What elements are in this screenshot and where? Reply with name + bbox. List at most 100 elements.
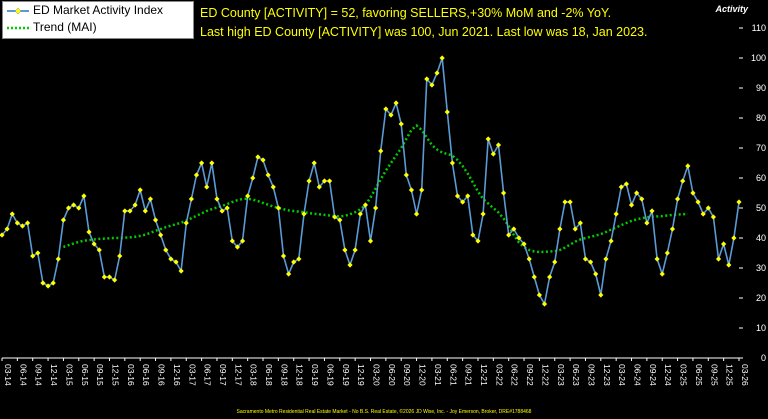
activity-point-111 — [567, 199, 573, 205]
x-tick-label-8: 03-16 — [126, 364, 136, 386]
activity-point-63 — [321, 178, 328, 184]
activity-point-61 — [311, 160, 317, 166]
x-tick-label-36: 03-23 — [556, 364, 566, 386]
x-tick-label-27: 12-20 — [418, 364, 428, 386]
activity-point-72 — [367, 238, 374, 244]
x-tick-label-37: 06-23 — [571, 364, 581, 386]
x-tick-label-44: 03-25 — [679, 364, 689, 386]
x-tick-label-12: 03-17 — [187, 364, 197, 386]
activity-point-26 — [132, 202, 138, 208]
activity-point-71 — [362, 202, 368, 208]
activity-point-84 — [429, 82, 435, 88]
x-tick-label-35: 12-22 — [540, 364, 550, 386]
x-tick-label-42: 09-24 — [648, 364, 658, 386]
activity-point-93 — [475, 238, 481, 244]
activity-point-45 — [229, 238, 235, 244]
activity-point-78 — [398, 121, 404, 127]
activity-point-40 — [204, 184, 210, 190]
activity-point-21 — [106, 274, 113, 280]
activity-point-92 — [470, 232, 476, 238]
activity-point-27 — [137, 187, 143, 193]
activity-point-22 — [111, 277, 118, 283]
x-tick-label-47: 12-25 — [725, 364, 735, 386]
activity-point-140 — [715, 256, 722, 262]
activity-point-57 — [291, 259, 297, 265]
x-tick-label-1: 06-14 — [18, 364, 28, 386]
activity-point-137 — [700, 211, 706, 217]
x-tick-label-48: 03-26 — [740, 364, 750, 386]
activity-point-117 — [598, 292, 604, 298]
activity-point-89 — [454, 193, 461, 199]
activity-point-42 — [214, 196, 220, 202]
activity-point-9 — [45, 283, 51, 289]
activity-point-130 — [664, 250, 670, 256]
activity-point-53 — [270, 184, 276, 190]
activity-point-47 — [239, 238, 246, 244]
activity-point-6 — [30, 253, 36, 259]
activity-point-77 — [393, 100, 399, 106]
activity-point-36 — [183, 220, 189, 226]
activity-point-80 — [408, 187, 415, 193]
activity-point-118 — [603, 256, 609, 262]
activity-point-70 — [357, 211, 363, 217]
activity-point-3 — [14, 220, 20, 226]
y-tick-label-0: 0 — [761, 353, 766, 363]
activity-point-10 — [50, 280, 56, 286]
x-tick-label-0: 03-14 — [3, 364, 13, 386]
activity-point-66 — [337, 217, 343, 223]
activity-point-90 — [460, 199, 466, 205]
x-tick-label-21: 06-19 — [325, 364, 335, 386]
activity-point-28 — [142, 208, 148, 214]
activity-point-121 — [618, 184, 624, 190]
x-tick-label-26: 09-20 — [402, 364, 412, 386]
x-tick-label-9: 06-16 — [141, 364, 151, 386]
x-tick-label-40: 03-24 — [617, 364, 627, 386]
x-tick-label-4: 03-15 — [64, 364, 74, 386]
x-tick-label-15: 12-17 — [233, 364, 243, 386]
activity-point-134 — [685, 163, 691, 169]
headline-line-2: Last high ED County [ACTIVITY] was 100, … — [200, 25, 648, 39]
activity-point-52 — [265, 172, 271, 178]
activity-point-14 — [71, 202, 77, 208]
activity-point-123 — [628, 202, 635, 208]
activity-point-135 — [690, 190, 696, 196]
activity-point-20 — [101, 274, 107, 280]
activity-point-56 — [286, 271, 292, 277]
activity-point-17 — [86, 229, 92, 235]
activity-point-43 — [219, 208, 225, 214]
activity-point-25 — [127, 208, 133, 214]
activity-point-1 — [4, 226, 10, 232]
y-tick-label-2: 20 — [756, 293, 766, 303]
activity-point-102 — [521, 241, 527, 247]
activity-point-126 — [644, 220, 650, 226]
activity-point-8 — [40, 280, 46, 286]
x-tick-label-24: 03-20 — [372, 364, 382, 386]
activity-point-24 — [122, 208, 128, 214]
y-tick-label-9: 90 — [756, 83, 766, 93]
activity-point-131 — [669, 226, 676, 232]
activity-point-41 — [209, 160, 215, 166]
activity-point-62 — [316, 184, 322, 190]
activity-point-132 — [674, 196, 681, 202]
activity-point-23 — [117, 253, 123, 259]
activity-point-51 — [260, 157, 266, 163]
activity-point-94 — [480, 211, 486, 217]
activity-point-81 — [413, 211, 420, 217]
activity-point-138 — [705, 205, 711, 211]
x-tick-label-13: 06-17 — [203, 364, 213, 386]
activity-point-69 — [352, 247, 358, 253]
x-tick-label-34: 09-22 — [525, 364, 535, 386]
activity-point-7 — [35, 250, 41, 256]
activity-point-139 — [710, 214, 717, 220]
x-tick-label-6: 09-15 — [95, 364, 105, 386]
activity-point-143 — [731, 235, 737, 241]
activity-point-15 — [76, 205, 82, 211]
activity-point-5 — [24, 220, 31, 226]
activity-point-116 — [593, 271, 599, 277]
legend-label-activity: ED Market Activity Index — [33, 3, 164, 17]
activity-point-12 — [60, 217, 67, 223]
activity-point-35 — [178, 268, 184, 274]
activity-point-86 — [439, 55, 445, 61]
y-axis-label: Activity — [715, 4, 748, 14]
activity-point-113 — [577, 220, 583, 226]
